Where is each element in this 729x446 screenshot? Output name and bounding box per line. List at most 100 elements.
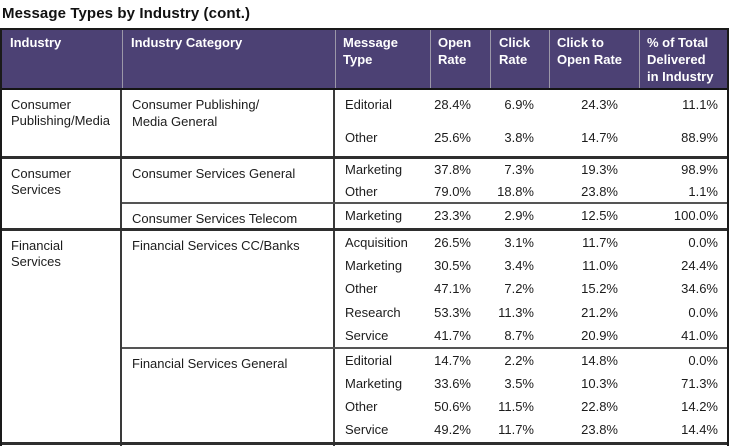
cell-click-rate: 2.2% [504, 352, 534, 368]
cell-click-rate: 11.5% [498, 399, 534, 415]
cell-message-type: Marketing [345, 162, 403, 178]
cutoff-row-remnant [2, 441, 727, 446]
cell-pct-delivered: 71.3% [681, 376, 718, 392]
category-group: Financial Services CC/Banks Acquisition 26… [122, 230, 727, 347]
cell-click-rate: 3.5% [504, 376, 534, 392]
table-row: Acquisition 26.5% 3.1% 11.7% 0.0% [335, 231, 727, 254]
cell-open-rate: 50.6% [434, 399, 471, 415]
industry-cell: Consumer Publishing/Media [2, 90, 122, 156]
table-row: Other 50.6% 11.5% 22.8% 14.2% [335, 395, 727, 418]
cell-pct-delivered: 14.4% [681, 422, 718, 438]
table-row: Research 53.3% 11.3% 21.2% 0.0% [335, 300, 727, 323]
cell-message-type: Acquisition [345, 234, 408, 250]
industry-cell: Consumer Services [2, 159, 122, 228]
message-rows: Marketing 37.8% 7.3% 19.3% 98.9% Other 79.0% 18… [335, 159, 727, 202]
category-cell: Consumer Services Telecom [122, 204, 335, 228]
cell-click-rate: 7.2% [504, 281, 534, 297]
category-cell: Financial Services CC/Banks [122, 230, 335, 347]
cell-pct-delivered: 24.4% [681, 258, 718, 274]
cell-message-type: Editorial [345, 97, 392, 112]
column-header-3: Open Rate [430, 30, 490, 88]
cell-pct-delivered: 100.0% [673, 208, 718, 224]
category-groups: Financial Services CC/Banks Acquisition 26… [122, 230, 727, 442]
cell-click-to-open-rate: 23.8% [581, 422, 618, 438]
category-groups: Consumer Publishing/ Media General Editor… [122, 90, 727, 156]
cell-click-rate: 3.4% [504, 258, 534, 274]
cell-click-to-open-rate: 11.7% [582, 234, 618, 250]
table-row: Service 49.2% 11.7% 23.8% 14.4% [335, 418, 727, 441]
cell-pct-delivered: 41.0% [681, 327, 718, 343]
category-groups: Consumer Services General Marketing 37.8% 7… [122, 159, 727, 228]
cell-pct-delivered: 14.2% [681, 399, 718, 415]
cell-message-type: Service [345, 327, 389, 343]
cell-message-type: Other [345, 399, 378, 415]
cell-message-type: Marketing [345, 208, 403, 224]
category-group: Consumer Services General Marketing 37.8% 7… [122, 159, 727, 202]
column-header-6: % of Total Delivered in Industry [639, 30, 727, 88]
table-row: Other 47.1% 7.2% 15.2% 34.6% [335, 277, 727, 300]
column-header-2: Message Type [335, 30, 430, 88]
cell-click-to-open-rate: 23.8% [581, 183, 618, 199]
cell-pct-delivered: 34.6% [681, 281, 718, 297]
cell-click-to-open-rate: 22.8% [581, 399, 618, 415]
cell-open-rate: 26.5% [434, 234, 471, 250]
table-row: Other 79.0% 18.8% 23.8% 1.1% [335, 181, 727, 203]
cell-click-to-open-rate: 12.5% [581, 208, 618, 224]
cell-click-to-open-rate: 14.8% [581, 352, 618, 368]
cell-message-type: Marketing [345, 258, 403, 274]
category-group: Consumer Publishing/ Media General Editor… [122, 90, 727, 156]
cell-click-to-open-rate: 20.9% [581, 327, 618, 343]
table-row: Marketing 37.8% 7.3% 19.3% 98.9% [335, 159, 727, 181]
column-header-5: Click to Open Rate [549, 30, 639, 88]
table-body: Consumer Publishing/Media Consumer Publis… [2, 90, 727, 446]
cell-click-rate: 2.9% [504, 208, 534, 224]
message-rows: Editorial 14.7% 2.2% 14.8% 0.0% Marketing 33.6… [335, 349, 727, 442]
cell-open-rate: 41.7% [434, 327, 471, 343]
cell-click-rate: 3.8% [504, 130, 534, 145]
category-group: Consumer Services Telecom Marketing 23.3% 2… [122, 202, 727, 228]
cell-pct-delivered: 98.9% [681, 162, 718, 178]
cell-click-to-open-rate: 15.2% [581, 281, 618, 297]
cell-pct-delivered: 1.1% [688, 183, 718, 199]
industry-cell: Financial Services [2, 230, 122, 442]
message-types-table: Industry Industry Category Message Type Ope… [0, 28, 729, 446]
category-group: Financial Services General Editorial 14.7%… [122, 346, 727, 442]
cell-click-rate: 8.7% [504, 327, 534, 343]
industry-group: Financial Services Financial Services CC/… [2, 227, 727, 442]
cell-click-to-open-rate: 21.2% [581, 304, 618, 320]
cell-pct-delivered: 11.1% [682, 97, 718, 112]
message-rows: Editorial 28.4% 6.9% 24.3% 11.1% Other 25.6% 3.… [335, 90, 727, 156]
cell-open-rate: 79.0% [434, 183, 471, 199]
cell-message-type: Other [345, 130, 378, 145]
cell-open-rate: 37.8% [434, 162, 471, 178]
cell-click-rate: 7.3% [504, 162, 534, 178]
cell-message-type: Editorial [345, 352, 392, 368]
table-row: Marketing 33.6% 3.5% 10.3% 71.3% [335, 372, 727, 395]
cell-click-rate: 6.9% [504, 97, 534, 112]
cell-click-to-open-rate: 10.3% [581, 376, 618, 392]
cell-click-rate: 18.8% [497, 183, 534, 199]
cell-click-to-open-rate: 11.0% [582, 258, 618, 274]
column-header-0: Industry [10, 35, 62, 50]
column-header-4: Click Rate [490, 30, 549, 88]
column-header-1: Industry Category [122, 30, 335, 88]
cell-open-rate: 53.3% [434, 304, 471, 320]
table-row: Editorial 28.4% 6.9% 24.3% 11.1% [335, 90, 727, 123]
cell-click-rate: 3.1% [504, 234, 534, 250]
table-row: Marketing 23.3% 2.9% 12.5% 100.0% [335, 204, 727, 228]
industry-cell [2, 444, 122, 446]
table-row: Other 25.6% 3.8% 14.7% 88.9% [335, 123, 727, 156]
cell-open-rate: 14.7% [434, 352, 471, 368]
cell-open-rate: 28.4% [434, 97, 471, 112]
cell-pct-delivered: 0.0% [688, 352, 718, 368]
cell-message-type: Research [345, 304, 401, 320]
category-cell: Consumer Services General [122, 159, 335, 202]
cell-open-rate: 30.5% [434, 258, 471, 274]
cell-pct-delivered: 0.0% [688, 304, 718, 320]
cell-click-rate: 11.3% [498, 304, 534, 320]
cell-message-type: Other [345, 281, 378, 297]
cell-pct-delivered: 0.0% [688, 234, 718, 250]
cell-click-to-open-rate: 19.3% [581, 162, 618, 178]
cell-open-rate: 33.6% [434, 376, 471, 392]
